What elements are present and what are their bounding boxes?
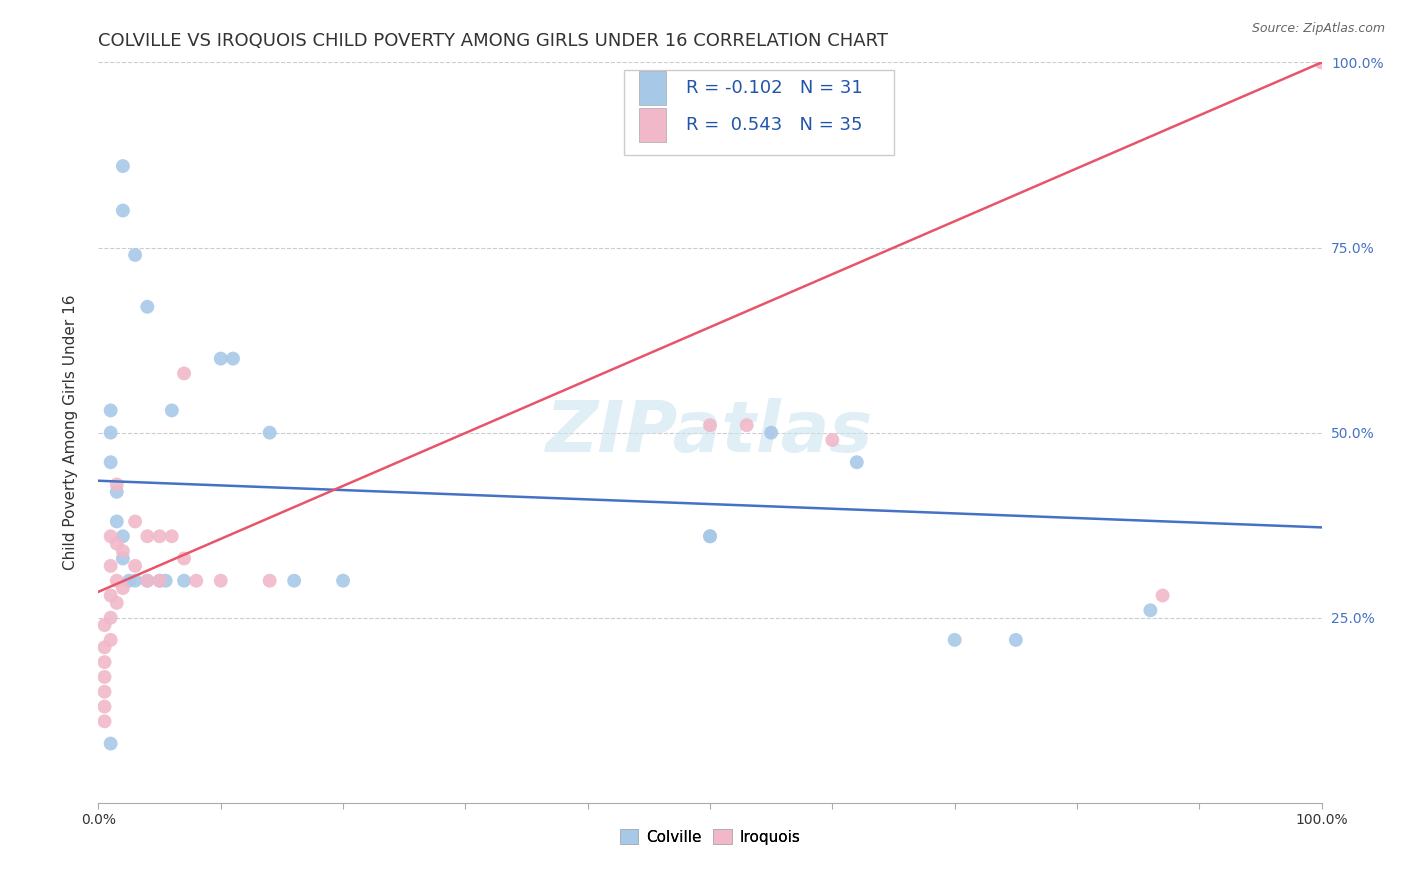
Point	[105, 574, 128, 588]
Point	[1139, 603, 1161, 617]
Point	[699, 418, 721, 433]
Point	[111, 581, 134, 595]
Point	[699, 529, 721, 543]
Point	[136, 574, 159, 588]
Point	[118, 574, 141, 588]
Point	[149, 529, 172, 543]
Point	[173, 367, 195, 381]
Point	[821, 433, 844, 447]
Point	[160, 529, 183, 543]
Point	[222, 351, 245, 366]
Point	[100, 455, 122, 469]
Point	[259, 425, 281, 440]
Point	[1152, 589, 1174, 603]
Point	[105, 596, 128, 610]
Point	[259, 574, 281, 588]
Point	[111, 159, 134, 173]
Point	[173, 574, 195, 588]
Point	[173, 551, 195, 566]
Point	[105, 477, 128, 491]
Point	[283, 574, 305, 588]
Point	[111, 203, 134, 218]
Point	[209, 574, 232, 588]
Point	[105, 484, 128, 499]
Point	[943, 632, 966, 647]
Point	[136, 574, 159, 588]
Legend: Colville, Iroquois: Colville, Iroquois	[613, 822, 807, 851]
Text: R =  0.543   N = 35: R = 0.543 N = 35	[686, 116, 862, 134]
Point	[100, 610, 122, 624]
Point	[100, 632, 122, 647]
Point	[93, 685, 115, 699]
Point	[845, 455, 868, 469]
Point	[124, 558, 146, 573]
Point	[93, 670, 115, 684]
Text: ZIPatlas: ZIPatlas	[547, 398, 873, 467]
Point	[155, 574, 177, 588]
Point	[93, 699, 115, 714]
Y-axis label: Child Poverty Among Girls Under 16: Child Poverty Among Girls Under 16	[63, 295, 77, 570]
Point	[105, 515, 128, 529]
Point	[149, 574, 172, 588]
Point	[100, 737, 122, 751]
Bar	[640, 71, 666, 104]
Bar	[640, 108, 666, 142]
Point	[93, 655, 115, 669]
Point	[111, 551, 134, 566]
Point	[100, 425, 122, 440]
Point	[111, 544, 134, 558]
Text: Source: ZipAtlas.com: Source: ZipAtlas.com	[1251, 22, 1385, 36]
Point	[93, 714, 115, 729]
Point	[1004, 632, 1026, 647]
Point	[1310, 55, 1333, 70]
Text: R = -0.102   N = 31: R = -0.102 N = 31	[686, 79, 862, 97]
Point	[332, 574, 354, 588]
Point	[136, 300, 159, 314]
Point	[93, 618, 115, 632]
Point	[124, 248, 146, 262]
Point	[761, 425, 783, 440]
Point	[149, 574, 172, 588]
Point	[105, 536, 128, 550]
Point	[735, 418, 758, 433]
FancyBboxPatch shape	[624, 70, 894, 155]
Point	[160, 403, 183, 417]
Point	[100, 558, 122, 573]
Text: COLVILLE VS IROQUOIS CHILD POVERTY AMONG GIRLS UNDER 16 CORRELATION CHART: COLVILLE VS IROQUOIS CHILD POVERTY AMONG…	[98, 32, 889, 50]
Point	[186, 574, 208, 588]
Point	[111, 529, 134, 543]
Point	[124, 574, 146, 588]
Point	[209, 351, 232, 366]
Point	[100, 589, 122, 603]
Point	[699, 529, 721, 543]
Point	[100, 529, 122, 543]
Point	[136, 529, 159, 543]
Point	[93, 640, 115, 655]
Point	[124, 515, 146, 529]
Point	[100, 403, 122, 417]
